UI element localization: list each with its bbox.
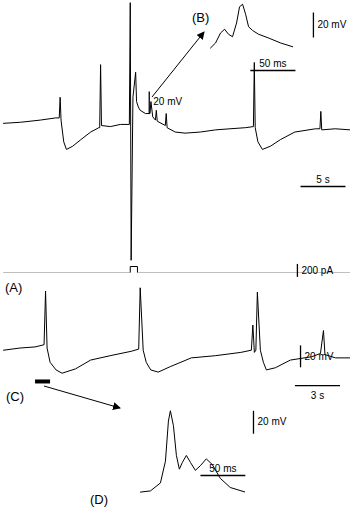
svg-text:50 ms: 50 ms <box>209 463 236 474</box>
svg-text:5 s: 5 s <box>316 174 329 185</box>
html-text:(A): (A) <box>5 280 23 295</box>
svg-text:20 mV: 20 mV <box>153 96 182 107</box>
svg-text:20 mV: 20 mV <box>317 19 346 30</box>
svg-text:20 mV: 20 mV <box>257 416 286 427</box>
svg-text:20 mV: 20 mV <box>305 351 334 362</box>
svg-text:3 s: 3 s <box>311 390 324 401</box>
html-text:(D): (D) <box>90 492 108 507</box>
html-text:(B): (B) <box>192 10 210 25</box>
svg-text:200 pA: 200 pA <box>301 264 333 275</box>
html-text:(C): (C) <box>6 389 24 404</box>
svg-text:50 ms: 50 ms <box>259 58 286 69</box>
